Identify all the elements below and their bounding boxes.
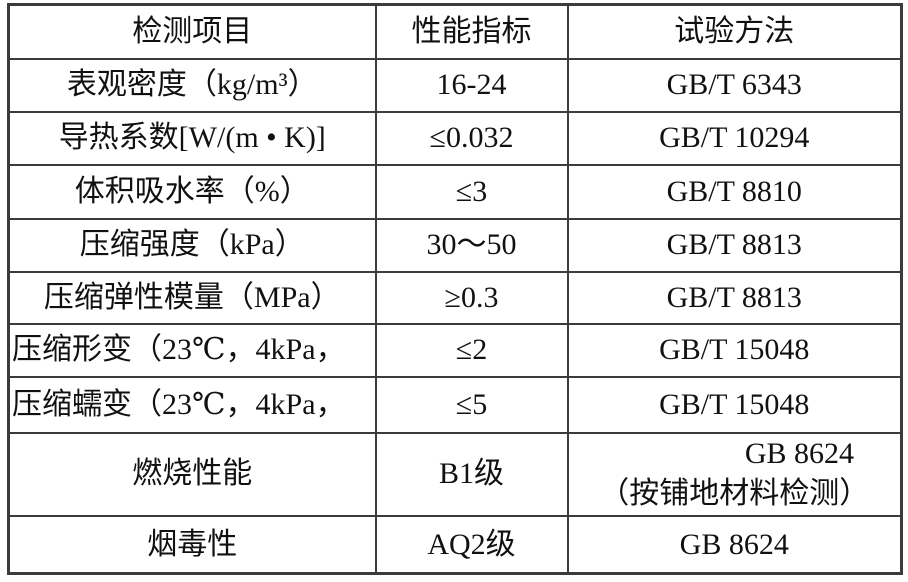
table-row: 压缩弹性模量（MPa） ≥0.3 GB/T 8813 [7,270,903,325]
cell-item: 压缩强度（kPa） [7,217,377,273]
cell-method: GB/T 8810 [566,163,903,220]
cell-method: GB/T 15048 [566,375,903,434]
spec-table: 检测项目 性能指标 试验方法 表观密度（kg/m³） 16-24 GB/T 63… [7,3,903,575]
table-row: 导热系数[W/(m • K)] ≤0.032 GB/T 10294 [7,110,903,166]
method-line-1: GB 8624 [744,437,854,470]
table-row: 压缩蠕变（23℃，4kPa， ≤5 GB/T 15048 [7,375,903,434]
cell-item: 压缩形变（23℃，4kPa， [7,322,377,378]
header-test-item: 检测项目 [7,3,377,60]
cell-value: ≥0.3 [374,270,569,325]
cell-value: ≤0.032 [374,110,569,166]
method-line-2: （按铺地材料检测） [599,477,870,510]
cell-value: AQ2级 [374,514,569,575]
cell-item: 导热系数[W/(m • K)] [7,110,377,166]
header-test-method: 试验方法 [566,3,903,60]
cell-method: GB/T 10294 [566,110,903,166]
cell-value: 16-24 [374,57,569,113]
cell-value: ≤5 [374,375,569,434]
header-perf-index: 性能指标 [374,3,569,60]
table-row: 烟毒性 AQ2级 GB 8624 [7,514,903,575]
cell-item: 燃烧性能 [7,431,377,517]
cell-method: GB 8624 （按铺地材料检测） [566,431,903,517]
cell-method: GB 8624 [566,514,903,575]
table-row: 燃烧性能 B1级 GB 8624 （按铺地材料检测） [7,431,903,517]
cell-value: 30～50 [374,217,569,273]
cell-method: GB/T 8813 [566,217,903,273]
table-row: 体积吸水率（%） ≤3 GB/T 8810 [7,163,903,220]
header-row: 检测项目 性能指标 试验方法 [7,3,903,60]
cell-value: ≤3 [374,163,569,220]
cell-item: 烟毒性 [7,514,377,575]
cell-item: 表观密度（kg/m³） [7,57,377,113]
table-row: 压缩形变（23℃，4kPa， ≤2 GB/T 15048 [7,322,903,378]
table-row: 压缩强度（kPa） 30～50 GB/T 8813 [7,217,903,273]
cell-method: GB/T 6343 [566,57,903,113]
cell-method: GB/T 15048 [566,322,903,378]
cell-value: B1级 [374,431,569,517]
cell-value: ≤2 [374,322,569,378]
cell-item: 压缩弹性模量（MPa） [7,270,377,325]
cell-method: GB/T 8813 [566,270,903,325]
table-row: 表观密度（kg/m³） 16-24 GB/T 6343 [7,57,903,113]
cell-item: 体积吸水率（%） [7,163,377,220]
cell-item: 压缩蠕变（23℃，4kPa， [7,375,377,434]
